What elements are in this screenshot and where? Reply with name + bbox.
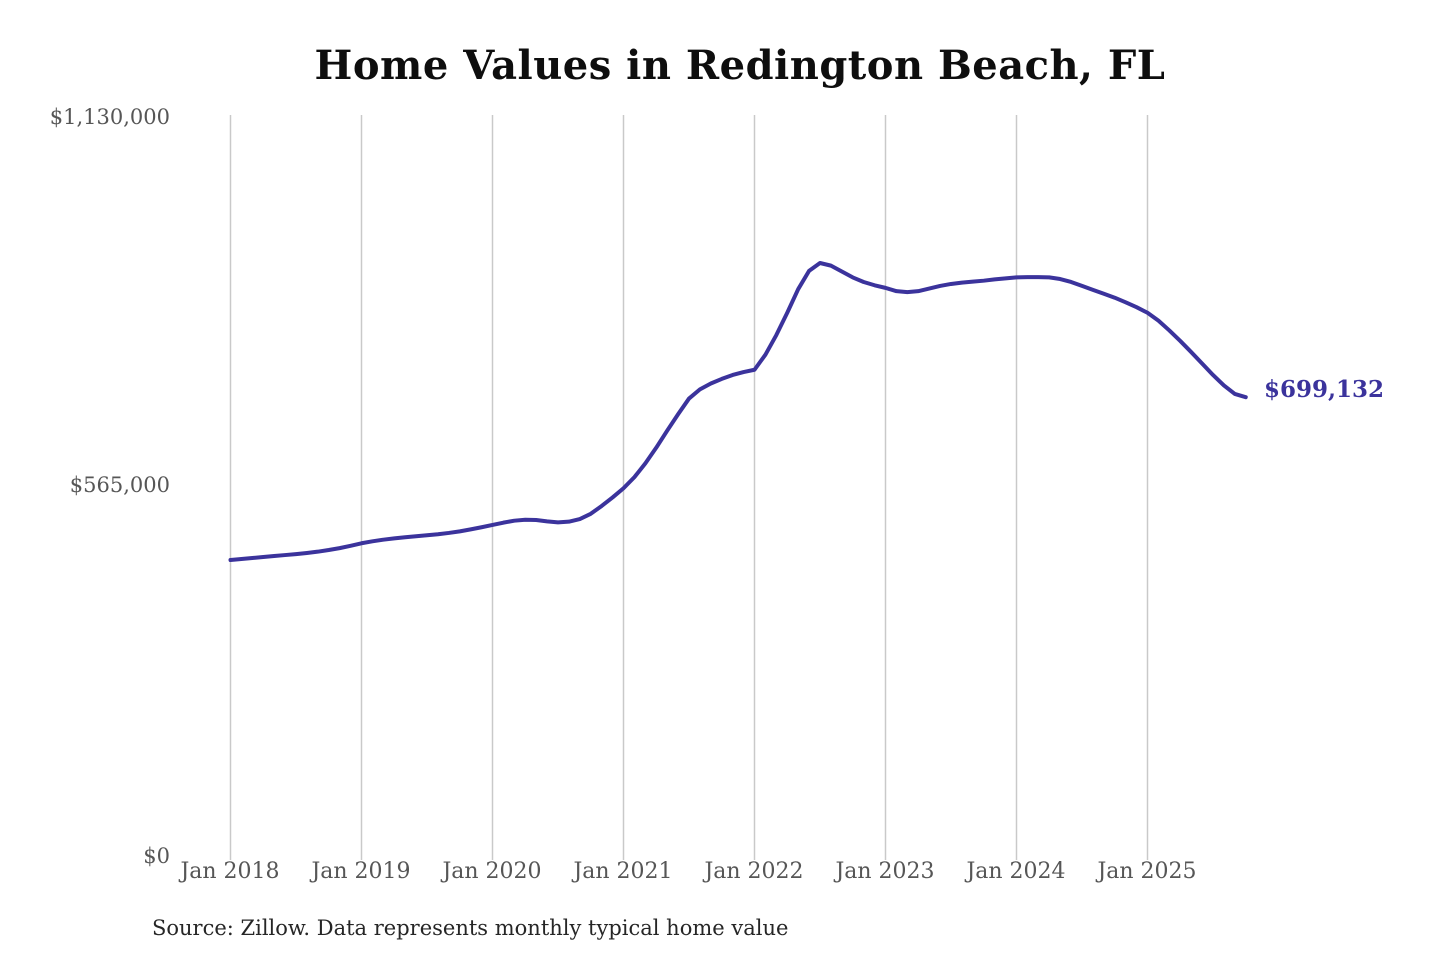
x-axis-tick-jan-2025: Jan 2025: [1097, 859, 1197, 884]
x-axis-tick-jan-2024: Jan 2024: [966, 859, 1066, 884]
y-axis-tick-0: $0: [143, 844, 170, 868]
x-axis-tick-jan-2019: Jan 2019: [311, 859, 411, 884]
chart-title: Home Values in Redington Beach, FL: [314, 42, 1166, 89]
x-axis-tick-jan-2021: Jan 2021: [573, 859, 673, 884]
x-axis-tick-jan-2018: Jan 2018: [180, 859, 280, 884]
latest-value-label: $699,132: [1264, 376, 1385, 403]
vertical-gridlines: [229, 115, 1149, 860]
x-axis-tick-jan-2023: Jan 2023: [835, 859, 935, 884]
y-axis-tick-565000: $565,000: [69, 473, 170, 497]
x-axis-tick-jan-2020: Jan 2020: [442, 859, 542, 884]
home-values-line: [228, 261, 1248, 563]
x-axis-tick-jan-2022: Jan 2022: [704, 859, 804, 884]
source-attribution: Source: Zillow. Data represents monthly …: [152, 916, 789, 940]
y-axis-tick-1130000: $1,130,000: [49, 105, 170, 129]
